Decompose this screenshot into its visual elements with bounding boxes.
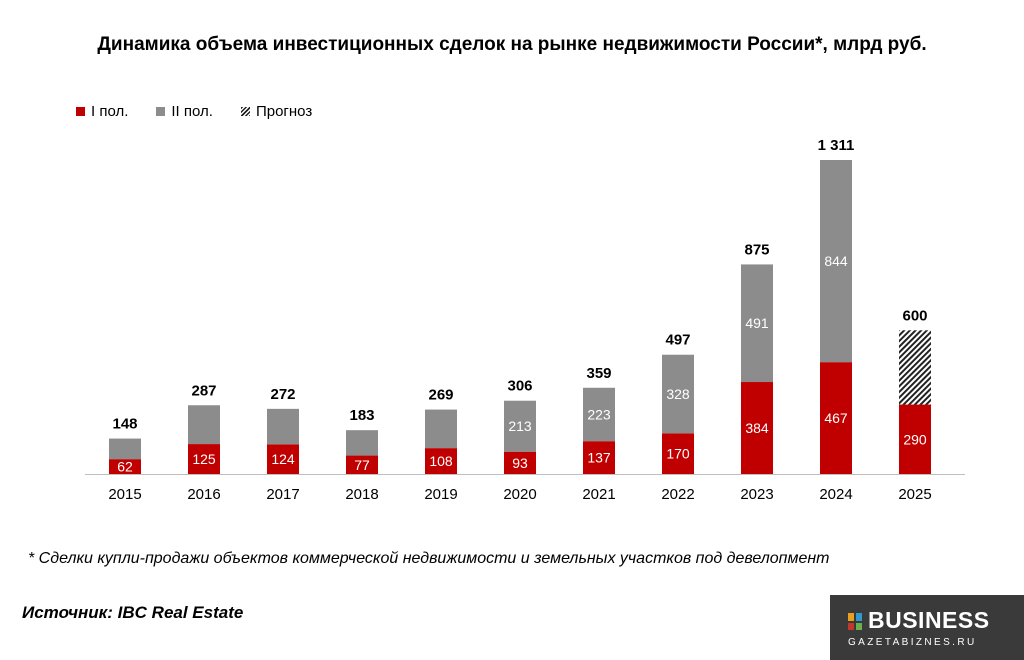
legend-swatch-forecast [240, 107, 250, 116]
bar-h1-2015 [109, 459, 141, 474]
bar-h2-2020 [504, 400, 536, 452]
bar-h1-2019 [425, 448, 457, 474]
x-tick-label-2019: 2019 [424, 486, 457, 503]
total-label-2017: 272 [270, 386, 295, 403]
data-label-h1-2016: 125 [192, 451, 216, 467]
x-tick-label-2022: 2022 [661, 486, 694, 503]
logo-square-2 [856, 613, 862, 621]
x-tick-label-2015: 2015 [108, 486, 141, 503]
logo-square-3 [848, 622, 854, 630]
total-label-2016: 287 [191, 382, 216, 399]
logo-square-4 [856, 622, 862, 630]
bar-h2-2021 [583, 387, 615, 442]
total-label-2023: 875 [744, 241, 769, 258]
logo-word: BUSINESS [868, 607, 990, 633]
chart-title: Динамика объема инвестиционных сделок на… [97, 34, 927, 55]
logo-square-1 [848, 613, 854, 621]
legend-label-forecast: Прогноз [255, 103, 313, 120]
data-label-h1-2017: 124 [271, 451, 295, 467]
data-label-h1-2024: 467 [824, 410, 848, 426]
bar-h1-2021 [583, 441, 615, 474]
source-note: Источник: IBC Real Estate [22, 603, 244, 622]
data-label-h1-2018: 77 [354, 457, 370, 473]
data-label-h2-2022: 328 [666, 386, 690, 402]
bar-h1-2022 [662, 433, 694, 474]
bar-h1-2024 [820, 362, 852, 474]
x-tick-label-2021: 2021 [582, 486, 615, 503]
data-label-h2-2024: 844 [824, 253, 848, 269]
bar-h2-2024 [820, 160, 852, 363]
legend-item-h1: I пол. [76, 103, 128, 120]
legend-label-h2: II пол. [171, 103, 213, 120]
chart-plot: 62 148 2015 125 287 2016 124 272 2017 77 183 2018 10… [85, 137, 965, 503]
bar-h2-2022 [662, 354, 694, 434]
total-label-2020: 306 [507, 378, 532, 395]
x-tick-label-2017: 2017 [266, 486, 299, 503]
legend-item-h2: II пол. [156, 103, 213, 120]
data-label-h1-2022: 170 [666, 446, 690, 462]
bar-h1-2023 [741, 382, 773, 474]
data-label-h1-2023: 384 [745, 420, 769, 436]
publisher-logo: BUSINESS GAZETABIZNES.RU [830, 595, 1024, 660]
total-label-2022: 497 [665, 332, 690, 349]
total-label-2019: 269 [428, 387, 453, 404]
legend-swatch-h2 [156, 107, 166, 116]
total-label-2015: 148 [112, 416, 137, 433]
legend-label-h1: I пол. [91, 103, 129, 120]
bar-h2-2016 [188, 405, 220, 445]
legend: I пол. II пол. Прогноз [76, 103, 312, 120]
bar-h1-2025 [899, 404, 931, 474]
total-label-2021: 359 [586, 365, 611, 382]
legend-swatch-h1 [76, 107, 85, 116]
data-label-h1-2019: 108 [429, 453, 453, 469]
bar-h1-2018 [346, 455, 378, 474]
logo-subtitle: GAZETABIZNES.RU [848, 637, 977, 648]
x-tick-label-2020: 2020 [503, 486, 536, 503]
logo-icon [848, 613, 862, 630]
total-label-2025: 600 [902, 307, 927, 324]
data-label-h1-2021: 137 [587, 450, 611, 466]
data-label-h2-2023: 491 [745, 315, 769, 331]
bar-h1-2017 [267, 444, 299, 474]
x-tick-label-2023: 2023 [740, 486, 773, 503]
data-label-h1-2025: 290 [903, 431, 927, 447]
footnote: * Сделки купли-продажи объектов коммерче… [28, 550, 830, 567]
x-tick-label-2016: 2016 [187, 486, 220, 503]
bar-h2-2017 [267, 408, 299, 445]
bar-h2-2015 [109, 438, 141, 460]
data-label-h1-2020: 93 [512, 455, 528, 471]
bar-h1-2016 [188, 444, 220, 474]
x-tick-label-2024: 2024 [819, 486, 852, 503]
data-label-h2-2021: 223 [587, 406, 611, 422]
legend-item-forecast: Прогноз [240, 103, 313, 120]
x-tick-label-2018: 2018 [345, 486, 378, 503]
total-label-2018: 183 [349, 407, 374, 424]
bar-forecast-2025 [899, 330, 931, 405]
bar-h1-2020 [504, 451, 536, 474]
bar-h2-2018 [346, 430, 378, 456]
data-label-h2-2020: 213 [508, 418, 532, 434]
data-label-h1-2015: 62 [117, 459, 133, 475]
total-label-2024: 1 311 [818, 137, 855, 154]
bar-h2-2023 [741, 264, 773, 383]
bar-h2-2019 [425, 409, 457, 449]
x-tick-label-2025: 2025 [898, 486, 931, 503]
